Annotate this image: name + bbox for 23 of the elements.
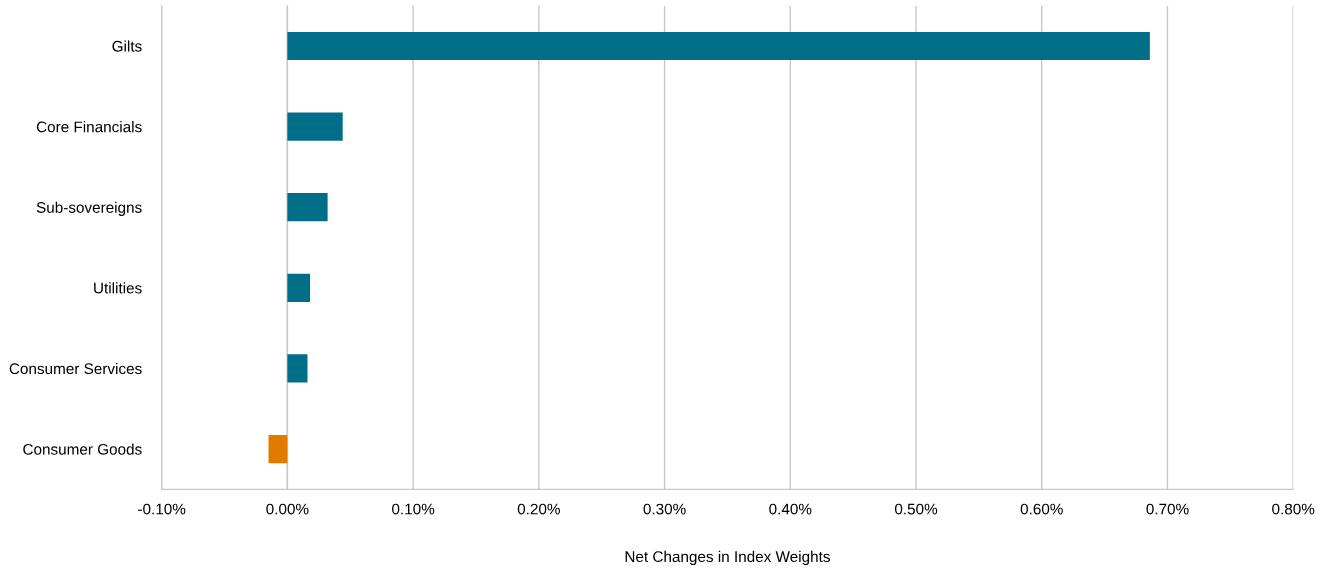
x-tick-label: 0.10% (392, 503, 435, 515)
y-tick-label: Utilities (94, 282, 142, 294)
y-tick-label: Consumer Services (9, 362, 142, 375)
bar (287, 112, 343, 141)
bar (268, 434, 288, 464)
y-tick-label: Core Financials (36, 121, 142, 133)
x-tick-label: -0.10% (138, 503, 186, 515)
x-tick-label: 0.60% (1020, 503, 1063, 515)
x-tick-label: 0.30% (643, 503, 686, 515)
bar (287, 273, 311, 302)
x-tick-label: 0.50% (894, 503, 938, 515)
x-tick-label: 0.40% (769, 503, 812, 515)
bar (287, 31, 1150, 61)
bar (287, 193, 328, 222)
y-tick-label: Gilts (112, 40, 142, 52)
x-tick-label: 0.70% (1146, 503, 1189, 515)
x-tick-label: 0.80% (1272, 503, 1315, 515)
x-tick-label: 0.20% (517, 503, 560, 515)
y-tick-label: Sub-sovereigns (36, 201, 142, 216)
x-tick-label: 0.00% (266, 503, 309, 515)
bar (287, 354, 308, 383)
y-tick-label: Consumer Goods (23, 443, 142, 455)
x-axis-title: Net Changes in Index Weights (625, 550, 830, 566)
